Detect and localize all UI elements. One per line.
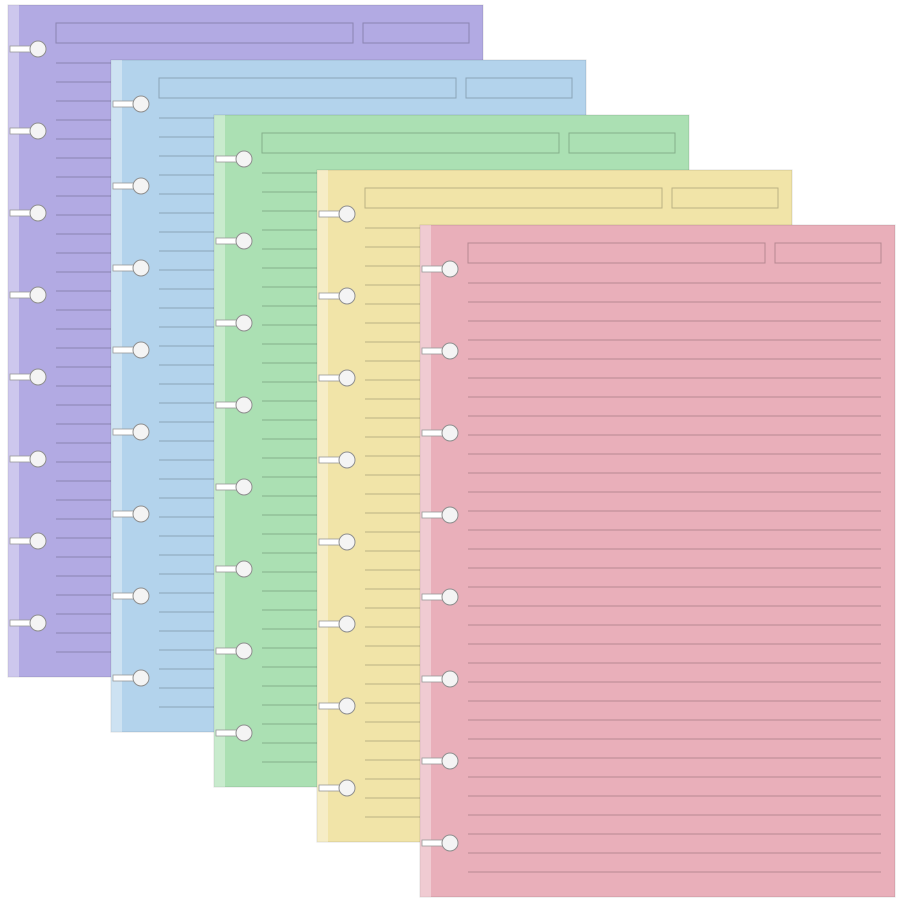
ring-disc [29, 614, 47, 632]
ring-disc [29, 204, 47, 222]
ring-disc [29, 40, 47, 58]
header-box [261, 132, 560, 154]
ring-disc [338, 533, 356, 551]
ring-disc [338, 205, 356, 223]
sheet-edge-strip [317, 170, 328, 842]
ring-disc [29, 532, 47, 550]
ring-disc [441, 588, 459, 606]
ring-disc [132, 95, 150, 113]
sheet-edge-strip [8, 5, 19, 677]
ring-disc [29, 450, 47, 468]
header-box [774, 242, 882, 264]
ring-disc [441, 506, 459, 524]
sheet [419, 224, 896, 898]
sheet-edge-strip [111, 60, 122, 732]
ring-disc [29, 122, 47, 140]
ring-disc [441, 342, 459, 360]
ring-disc [441, 834, 459, 852]
ring-disc [235, 478, 253, 496]
header-box [55, 22, 354, 44]
header-box [465, 77, 573, 99]
ring-disc [441, 752, 459, 770]
sheet-edge-strip [420, 225, 431, 897]
ring-disc [235, 314, 253, 332]
ring-disc [132, 587, 150, 605]
ring-disc [338, 697, 356, 715]
header-box [671, 187, 779, 209]
header-box [364, 187, 663, 209]
ring-disc [338, 369, 356, 387]
ring-disc [132, 669, 150, 687]
ring-disc [441, 424, 459, 442]
ring-disc [338, 287, 356, 305]
ring-disc [235, 724, 253, 742]
ring-disc [338, 615, 356, 633]
ring-disc [132, 177, 150, 195]
ring-disc [235, 232, 253, 250]
header-box [158, 77, 457, 99]
ring-disc [29, 286, 47, 304]
ring-disc [235, 560, 253, 578]
header-box [362, 22, 470, 44]
header-box [568, 132, 676, 154]
ring-disc [441, 670, 459, 688]
ring-disc [29, 368, 47, 386]
sheet-paper [419, 224, 896, 898]
ring-disc [132, 505, 150, 523]
ring-disc [338, 451, 356, 469]
header-box [467, 242, 766, 264]
ring-disc [132, 341, 150, 359]
ring-disc [338, 779, 356, 797]
ring-disc [132, 259, 150, 277]
ring-disc [235, 642, 253, 660]
ring-disc [441, 260, 459, 278]
sheet-edge-strip [214, 115, 225, 787]
ring-disc [235, 150, 253, 168]
ring-disc [235, 396, 253, 414]
ring-disc [132, 423, 150, 441]
